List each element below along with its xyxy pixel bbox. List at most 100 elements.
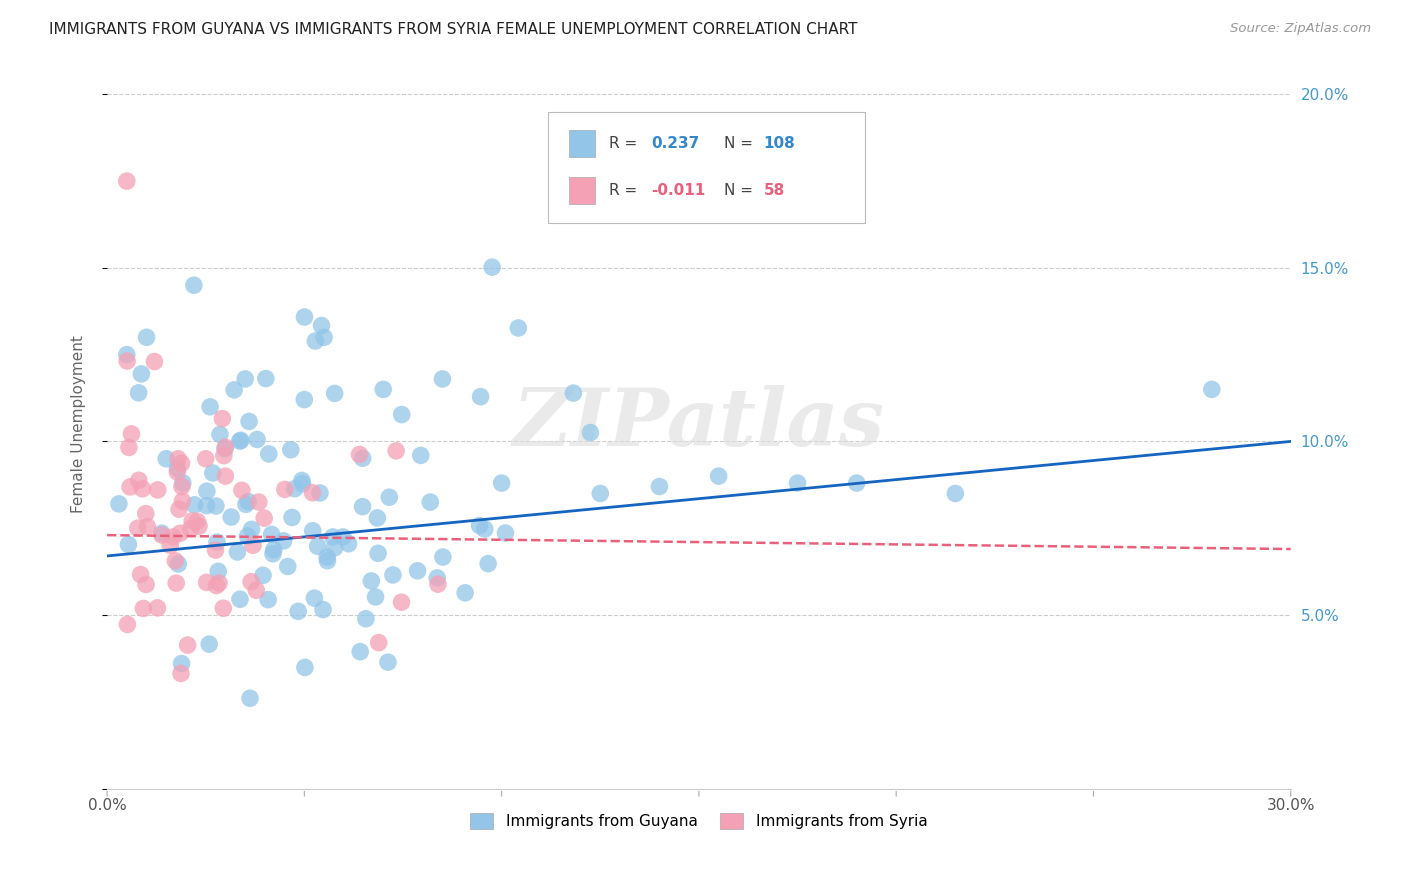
- Point: [648, 479, 671, 493]
- Point: [943, 486, 966, 500]
- Point: [224, 383, 246, 397]
- Point: [129, 567, 152, 582]
- Point: [474, 522, 496, 536]
- Point: [208, 576, 231, 591]
- Text: ZIPatlas: ZIPatlas: [513, 385, 884, 463]
- Point: [226, 545, 249, 559]
- Text: Source: ZipAtlas.com: Source: ZipAtlas.com: [1230, 22, 1371, 36]
- Point: [468, 518, 491, 533]
- Point: [491, 476, 513, 491]
- Point: [135, 507, 157, 521]
- Point: [246, 433, 269, 447]
- Point: [195, 575, 218, 590]
- Point: [135, 577, 157, 591]
- Point: [128, 385, 150, 400]
- Text: -0.011: -0.011: [651, 184, 706, 198]
- Point: [323, 541, 346, 555]
- Point: [481, 260, 503, 274]
- Point: [406, 564, 429, 578]
- Point: [186, 515, 208, 529]
- Point: [381, 568, 404, 582]
- Point: [233, 372, 256, 386]
- Point: [260, 527, 283, 541]
- Point: [172, 494, 194, 508]
- Point: [309, 486, 332, 500]
- Point: [166, 461, 188, 475]
- Point: [205, 535, 228, 549]
- Point: [419, 495, 441, 509]
- Point: [470, 390, 492, 404]
- Point: [477, 557, 499, 571]
- Point: [378, 490, 401, 504]
- Point: [287, 604, 309, 618]
- Point: [170, 456, 193, 470]
- Point: [301, 524, 323, 538]
- Point: [118, 441, 141, 455]
- Point: [229, 592, 252, 607]
- Point: [254, 371, 277, 385]
- Point: [352, 500, 374, 514]
- Point: [360, 574, 382, 588]
- Point: [257, 447, 280, 461]
- Point: [294, 660, 316, 674]
- Point: [294, 310, 316, 324]
- Point: [208, 427, 231, 442]
- Point: [1201, 382, 1223, 396]
- Point: [167, 557, 190, 571]
- Point: [304, 334, 326, 348]
- Y-axis label: Female Unemployment: Female Unemployment: [72, 335, 86, 513]
- Point: [304, 591, 326, 606]
- Point: [307, 539, 329, 553]
- Point: [183, 498, 205, 512]
- Point: [207, 565, 229, 579]
- Point: [183, 278, 205, 293]
- Text: N =: N =: [724, 136, 754, 151]
- Point: [115, 174, 138, 188]
- Point: [205, 579, 228, 593]
- Point: [252, 568, 274, 582]
- Point: [332, 530, 354, 544]
- Point: [219, 510, 242, 524]
- Point: [231, 483, 253, 498]
- Point: [115, 354, 138, 368]
- Point: [274, 483, 297, 497]
- Point: [385, 443, 408, 458]
- Point: [165, 576, 187, 591]
- Point: [150, 528, 173, 542]
- Point: [195, 499, 218, 513]
- Point: [127, 521, 149, 535]
- Point: [135, 330, 157, 344]
- Point: [212, 449, 235, 463]
- Point: [273, 533, 295, 548]
- Point: [291, 476, 314, 491]
- Point: [426, 577, 449, 591]
- Point: [281, 510, 304, 524]
- Text: R =: R =: [609, 136, 637, 151]
- Point: [277, 559, 299, 574]
- Text: 108: 108: [763, 136, 796, 151]
- Point: [349, 447, 371, 461]
- Point: [172, 475, 194, 490]
- Point: [214, 440, 236, 454]
- Point: [211, 411, 233, 425]
- Point: [146, 600, 169, 615]
- Point: [322, 530, 344, 544]
- Point: [707, 469, 730, 483]
- Text: N =: N =: [724, 184, 754, 198]
- Point: [128, 473, 150, 487]
- Point: [454, 586, 477, 600]
- Point: [159, 538, 181, 552]
- Point: [214, 442, 236, 456]
- Point: [432, 372, 454, 386]
- Point: [181, 514, 204, 528]
- Point: [589, 486, 612, 500]
- Point: [212, 601, 235, 615]
- Point: [262, 547, 284, 561]
- Point: [312, 330, 335, 344]
- Point: [150, 526, 173, 541]
- Point: [391, 595, 413, 609]
- Point: [426, 571, 449, 585]
- Point: [204, 543, 226, 558]
- Point: [253, 511, 276, 525]
- Point: [292, 392, 315, 407]
